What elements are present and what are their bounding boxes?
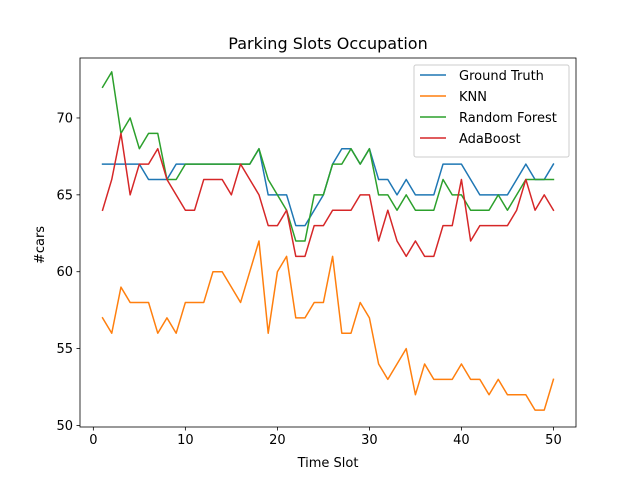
x-tick-label-5: 50 [545,433,562,448]
series-line-1 [101,240,555,411]
series-line-3 [101,132,555,258]
y-tick-label-0: 50 [56,419,73,434]
legend-label-1: KNN [459,90,487,105]
legend-label-2: Random Forest [459,111,557,126]
x-tick-label-2: 20 [269,433,286,448]
legend: Ground Truth KNN Random Forest AdaBoost [413,64,570,158]
y-tick-label-2: 60 [56,265,73,280]
x-tick-label-4: 40 [453,433,470,448]
y-tick-label-1: 55 [56,342,73,357]
x-tick-label-0: 0 [89,433,97,448]
y-tick-label-3: 65 [56,188,73,203]
x-tick-label-1: 10 [177,433,194,448]
plot-area: 0 10 20 30 40 50 50 55 60 65 70 [56,57,577,448]
legend-label-3: AdaBoost [459,132,521,147]
series-line-2 [101,71,555,242]
x-axis-label: Time Slot [297,456,359,471]
x-tick-label-3: 30 [361,433,378,448]
chart-title: Parking Slots Occupation [228,34,427,53]
y-tick-label-4: 70 [56,111,73,126]
legend-box [413,64,570,158]
y-axis-label: #cars [33,226,48,264]
legend-label-0: Ground Truth [459,69,544,84]
axes-frame [79,57,577,428]
